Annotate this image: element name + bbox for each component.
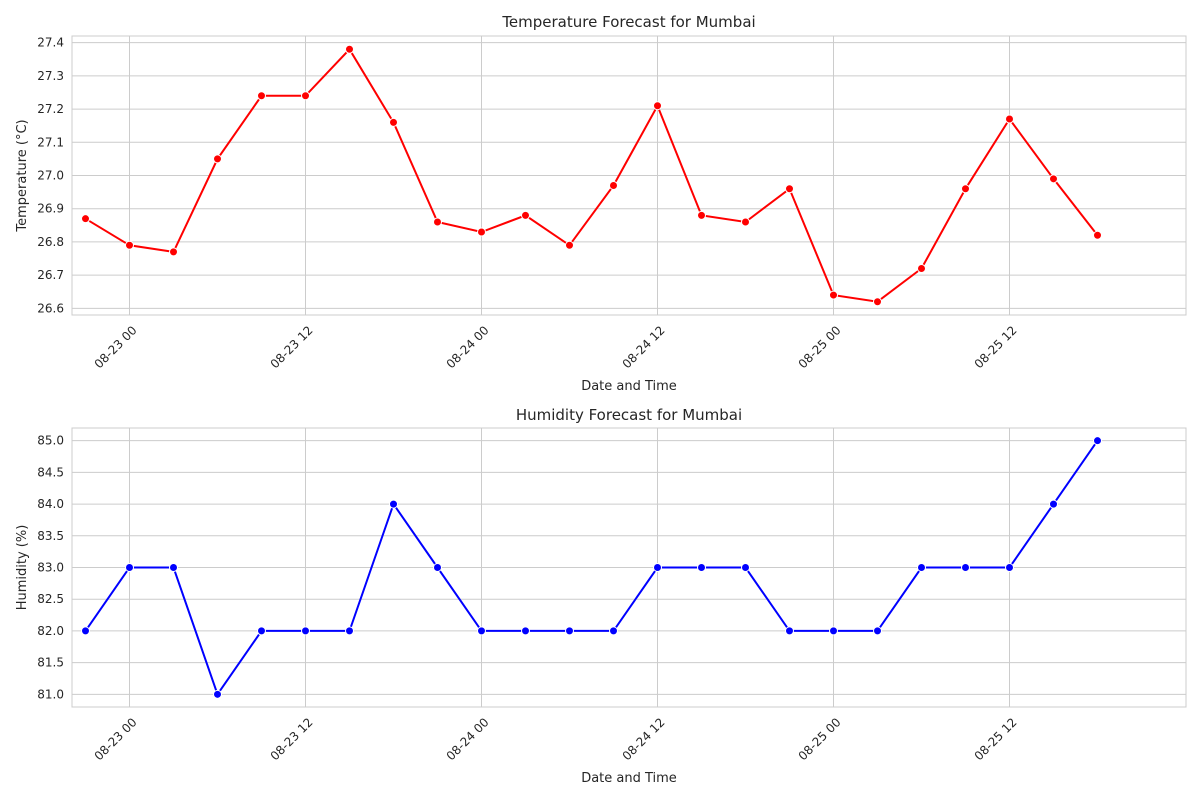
humidity-y-tick-label: 82.0 bbox=[37, 624, 64, 638]
humidity-data-point bbox=[125, 563, 134, 572]
humidity-x-tick-label: 08-25 12 bbox=[972, 715, 1020, 763]
humidity-data-point bbox=[1005, 563, 1014, 572]
humidity-y-tick-label: 82.5 bbox=[37, 592, 64, 606]
humidity-data-point bbox=[169, 563, 178, 572]
temperature-chart-title: Temperature Forecast for Mumbai bbox=[501, 13, 755, 31]
temperature-data-point bbox=[1005, 114, 1014, 124]
humidity-data-point bbox=[433, 563, 442, 572]
temperature-y-tick-label: 27.1 bbox=[37, 135, 64, 149]
temperature-data-point bbox=[433, 217, 442, 227]
humidity-data-point bbox=[873, 626, 882, 636]
temperature-panel: 26.6 26.7 26.8 26.9 27.0 27.1 27.2 27.3 27.4 08-2… bbox=[15, 13, 1187, 394]
humidity-x-axis-label: Date and Time bbox=[581, 771, 677, 786]
humidity-x-tick-label: 08-23 00 bbox=[92, 715, 140, 763]
temperature-data-point bbox=[565, 240, 574, 250]
humidity-x-tick-label: 08-23 12 bbox=[268, 715, 316, 763]
temperature-x-tick-label: 08-24 12 bbox=[620, 323, 668, 371]
temperature-y-tick-label: 26.8 bbox=[37, 235, 64, 249]
temperature-data-point bbox=[521, 210, 530, 220]
humidity-y-tick-label: 84.5 bbox=[37, 465, 64, 479]
humidity-data-point bbox=[81, 626, 90, 636]
temperature-data-point bbox=[961, 184, 970, 194]
temperature-data-point bbox=[785, 184, 794, 194]
humidity-data-point bbox=[521, 626, 530, 636]
temperature-data-point bbox=[917, 264, 926, 273]
humidity-data-point bbox=[1049, 499, 1058, 509]
humidity-data-point bbox=[257, 626, 266, 636]
temperature-y-axis-label: Temperature (°C) bbox=[15, 119, 30, 232]
temperature-data-point bbox=[697, 210, 706, 220]
humidity-chart-title: Humidity Forecast for Mumbai bbox=[516, 406, 742, 424]
temperature-y-tick-label: 26.9 bbox=[37, 202, 64, 216]
temperature-data-point bbox=[741, 217, 750, 227]
temperature-y-tick-label: 26.6 bbox=[37, 301, 64, 315]
temperature-data-point bbox=[169, 247, 178, 257]
humidity-data-point bbox=[345, 626, 354, 636]
humidity-y-axis-label: Humidity (%) bbox=[15, 525, 30, 611]
humidity-y-tick-label: 81.0 bbox=[37, 687, 64, 701]
humidity-x-tick-label: 08-24 12 bbox=[620, 715, 668, 763]
temperature-x-tick-label: 08-25 12 bbox=[972, 323, 1020, 371]
temperature-data-point bbox=[653, 101, 662, 111]
humidity-data-point bbox=[301, 626, 310, 636]
temperature-data-point bbox=[389, 117, 398, 127]
temperature-data-point bbox=[1093, 230, 1102, 240]
humidity-data-point bbox=[697, 563, 706, 572]
humidity-data-point bbox=[961, 563, 970, 572]
temperature-x-tick-label: 08-24 00 bbox=[444, 323, 492, 371]
temperature-data-point bbox=[213, 154, 222, 164]
humidity-data-point bbox=[653, 563, 662, 572]
temperature-y-tick-label: 27.2 bbox=[37, 102, 64, 116]
temperature-data-point bbox=[609, 180, 618, 190]
temperature-y-tick-label: 27.4 bbox=[37, 36, 64, 50]
temperature-x-axis-label: Date and Time bbox=[581, 379, 677, 394]
humidity-y-tick-label: 83.0 bbox=[37, 561, 64, 575]
temperature-data-point bbox=[829, 290, 838, 300]
humidity-y-tick-label: 81.5 bbox=[37, 656, 64, 670]
humidity-y-tick-label: 85.0 bbox=[37, 434, 64, 448]
humidity-data-point bbox=[565, 626, 574, 636]
humidity-y-tick-label: 83.5 bbox=[37, 529, 64, 543]
humidity-data-point bbox=[213, 689, 222, 699]
humidity-x-tick-label: 08-24 00 bbox=[444, 715, 492, 763]
temperature-x-tick-label: 08-23 00 bbox=[92, 323, 140, 371]
humidity-y-tick-label: 84.0 bbox=[37, 497, 64, 511]
temperature-y-tick-label: 27.0 bbox=[37, 169, 64, 183]
humidity-data-point bbox=[609, 626, 618, 636]
temperature-data-point bbox=[1049, 174, 1058, 184]
temperature-data-point bbox=[345, 44, 354, 54]
temperature-data-point bbox=[301, 91, 310, 101]
temperature-y-tick-label: 27.3 bbox=[37, 69, 64, 83]
temperature-series-line bbox=[84, 47, 1099, 303]
humidity-data-point bbox=[389, 499, 398, 509]
temperature-data-point bbox=[257, 91, 266, 101]
humidity-data-point bbox=[785, 626, 794, 636]
humidity-data-point bbox=[917, 563, 926, 572]
temperature-data-point bbox=[125, 240, 134, 250]
temperature-data-point bbox=[81, 214, 90, 224]
humidity-data-point bbox=[477, 626, 486, 636]
humidity-data-point bbox=[829, 626, 838, 636]
humidity-x-tick-label: 08-25 00 bbox=[796, 715, 844, 763]
temperature-y-tick-label: 26.7 bbox=[37, 268, 64, 282]
temperature-data-point bbox=[873, 297, 882, 307]
temperature-x-tick-label: 08-23 12 bbox=[268, 323, 316, 371]
humidity-panel: 81.0 81.5 82.0 82.5 83.0 83.5 84.0 84.5 85.0 08-2… bbox=[15, 406, 1187, 786]
temperature-x-tick-label: 08-25 00 bbox=[796, 323, 844, 371]
temperature-data-point bbox=[477, 227, 486, 237]
humidity-series-line bbox=[84, 440, 1099, 697]
humidity-data-point bbox=[741, 563, 750, 572]
humidity-data-point bbox=[1093, 436, 1102, 446]
